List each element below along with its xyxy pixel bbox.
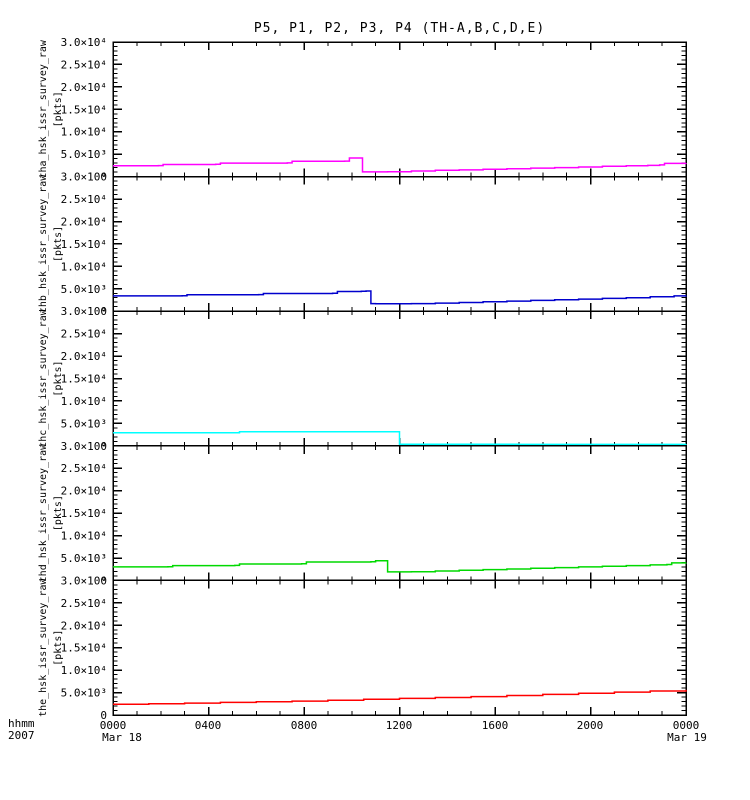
y-tick-label: 2.5×10⁴ <box>61 462 107 475</box>
x-tick-label-0000-mar19: 0000 <box>672 719 700 732</box>
y-tick-label: 1.5×10⁴ <box>61 507 107 520</box>
y-tick-label: 1.0×10⁴ <box>61 664 107 677</box>
y-tick-label: 0 <box>100 574 107 587</box>
x-tick-label-1600: 1600 <box>481 719 509 732</box>
y-tick-label: 0 <box>100 305 107 318</box>
y-tick-label: 5.0×10³ <box>61 417 107 430</box>
y-tick-label: 1.0×10⁴ <box>61 530 107 543</box>
panel-units-label: [pkts] <box>53 226 64 262</box>
y-tick-label: 3.0×10⁴ <box>61 171 107 184</box>
y-tick-label: 1.5×10⁴ <box>61 373 107 386</box>
time-units-label: hhmm <box>8 717 35 730</box>
y-tick-label: 2.0×10⁴ <box>61 216 107 229</box>
y-tick-label: 2.5×10⁴ <box>61 58 107 71</box>
panel-y-label-the_hsk_issr_survey_raw: the_hsk_issr_survey_raw <box>38 577 49 716</box>
x-tick-label-1200: 1200 <box>385 719 413 732</box>
x-tick-label-0400: 0400 <box>194 719 222 732</box>
series-line-thc_hsk_issr_survey_raw <box>113 430 687 446</box>
panel-units-label: [pkts] <box>53 91 64 127</box>
y-tick-label: 2.5×10⁴ <box>61 597 107 610</box>
panel-y-label-thd_hsk_issr_survey_raw: thd_hsk_issr_survey_raw <box>38 443 49 582</box>
y-tick-label: 1.5×10⁴ <box>61 238 107 251</box>
panel-y-label-thb_hsk_issr_survey_raw: thb_hsk_issr_survey_raw <box>38 174 49 313</box>
panel-frame-tha_hsk_issr_survey_raw <box>112 41 687 178</box>
series-line-tha_hsk_issr_survey_raw <box>113 157 687 173</box>
series-line-thd_hsk_issr_survey_raw <box>113 559 687 573</box>
y-tick-label: 2.0×10⁴ <box>61 350 107 363</box>
plot-title: P5, P1, P2, P3, P4 (TH-A,B,C,D,E) <box>253 21 546 36</box>
panel-frame-thc_hsk_issr_survey_raw <box>112 310 687 447</box>
panel-units-label: [pkts] <box>53 360 64 396</box>
y-tick-label: 2.0×10⁴ <box>61 619 107 632</box>
y-tick-label: 3.0×10⁴ <box>61 440 107 453</box>
panel-y-label-thc_hsk_issr_survey_raw: thc_hsk_issr_survey_raw <box>38 308 49 447</box>
panel-units-label: [pkts] <box>53 495 64 531</box>
panel-units-label: [pkts] <box>53 630 64 666</box>
series-line-the_hsk_issr_survey_raw <box>113 689 687 705</box>
y-tick-label: 0 <box>100 709 107 722</box>
y-tick-label: 1.0×10⁴ <box>61 395 107 408</box>
x-tick-label-2000: 2000 <box>576 719 604 732</box>
y-tick-label: 5.0×10³ <box>61 283 107 296</box>
y-tick-label: 5.0×10³ <box>61 687 107 700</box>
y-tick-label: 1.5×10⁴ <box>61 642 107 655</box>
panel-frame-thb_hsk_issr_survey_raw <box>112 175 687 312</box>
panel-y-label-tha_hsk_issr_survey_raw: tha_hsk_issr_survey_raw <box>38 39 49 178</box>
y-tick-label: 5.0×10³ <box>61 148 107 161</box>
start-date-label: Mar 18 <box>102 731 142 744</box>
y-tick-label: 1.0×10⁴ <box>61 260 107 273</box>
y-tick-label: 1.0×10⁴ <box>61 126 107 139</box>
x-tick-label-0800: 0800 <box>290 719 318 732</box>
y-tick-label: 0 <box>100 440 107 453</box>
y-tick-label: 2.5×10⁴ <box>61 328 107 341</box>
y-tick-label: 2.0×10⁴ <box>61 485 107 498</box>
y-tick-label: 3.0×10⁴ <box>61 36 107 49</box>
y-tick-label: 1.5×10⁴ <box>61 103 107 116</box>
y-tick-label: 2.0×10⁴ <box>61 81 107 94</box>
series-line-thb_hsk_issr_survey_raw <box>113 290 687 305</box>
y-tick-label: 5.0×10³ <box>61 552 107 565</box>
year-label: 2007 <box>8 729 35 742</box>
x-tick-label-0000-mar18: 0000 <box>99 719 127 732</box>
y-tick-label: 2.5×10⁴ <box>61 193 107 206</box>
panel-frame-thd_hsk_issr_survey_raw <box>112 445 687 582</box>
y-tick-label: 0 <box>100 171 107 184</box>
panel-frame-the_hsk_issr_survey_raw <box>112 579 687 716</box>
end-date-label: Mar 19 <box>667 731 707 744</box>
y-tick-label: 3.0×10⁴ <box>61 305 107 318</box>
y-tick-label: 3.0×10⁴ <box>61 574 107 587</box>
